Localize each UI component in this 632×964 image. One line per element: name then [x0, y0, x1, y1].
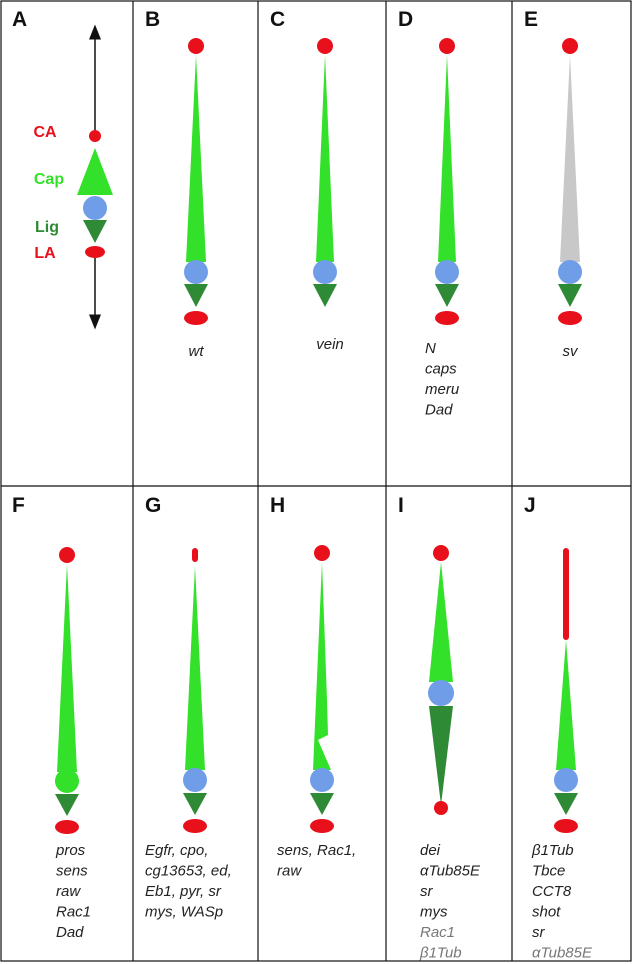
gene-label: sens, Rac1,	[277, 842, 356, 859]
gene-label: mys	[420, 903, 448, 920]
gene-label: β1Tub	[531, 842, 574, 859]
gene-label: CCT8	[532, 883, 572, 900]
gene-label: β1Tub	[419, 944, 462, 961]
gene-label: meru	[425, 381, 460, 398]
gene-label: Rac1	[56, 903, 91, 920]
label-ca: CA	[33, 124, 57, 141]
gene-label: Egfr, cpo,	[145, 842, 208, 859]
schematic-g	[183, 548, 207, 833]
panel-letter: A	[12, 8, 27, 31]
schematic-c	[313, 38, 337, 307]
grid-lines	[1, 1, 631, 961]
panel-letter: B	[145, 8, 160, 31]
gene-label: mys, WASp	[145, 903, 223, 920]
schematic-e	[558, 38, 582, 325]
gene-label: caps	[425, 360, 457, 377]
schematic-j	[554, 548, 578, 833]
schematic-i	[428, 545, 454, 815]
schematic-h	[310, 545, 334, 833]
gene-label: N	[425, 340, 436, 357]
gene-label: αTub85E	[420, 862, 481, 879]
gene-label: vein	[316, 336, 344, 353]
gene-label: cg13653, ed,	[145, 862, 232, 879]
label-lig: Lig	[35, 219, 59, 236]
schematic-b	[184, 38, 208, 325]
panel-letter: E	[524, 8, 538, 31]
gene-label: sv	[563, 343, 580, 360]
panel-letter: H	[270, 494, 285, 517]
gene-label: sr	[532, 924, 546, 941]
panel-letter: I	[398, 494, 404, 517]
gene-label: Tbce	[532, 862, 565, 879]
schematic-a: CA Cap Lig LA	[33, 32, 113, 322]
gene-label: wt	[189, 343, 205, 360]
label-cap: Cap	[34, 171, 64, 188]
figure: CA Cap Lig LA	[0, 0, 632, 964]
panel-letter: G	[145, 494, 161, 517]
gene-label: raw	[277, 862, 302, 879]
label-la: LA	[34, 245, 56, 262]
gene-label: Eb1, pyr, sr	[145, 883, 222, 900]
panel-letter: J	[524, 494, 536, 517]
gene-label: sens	[56, 862, 88, 879]
gene-label: Dad	[56, 924, 84, 941]
gene-label: sr	[420, 883, 434, 900]
gene-label: raw	[56, 883, 81, 900]
schematic-f	[55, 547, 79, 834]
gene-label: pros	[55, 842, 86, 859]
gene-label: Rac1	[420, 924, 455, 941]
gene-label: αTub85E	[532, 944, 593, 961]
schematic-d	[435, 38, 459, 325]
gene-label: Dad	[425, 401, 453, 418]
panel-letter: C	[270, 8, 285, 31]
panel-letter: D	[398, 8, 413, 31]
gene-label: shot	[532, 903, 561, 920]
gene-label: dei	[420, 842, 441, 859]
panel-letter: F	[12, 494, 25, 517]
